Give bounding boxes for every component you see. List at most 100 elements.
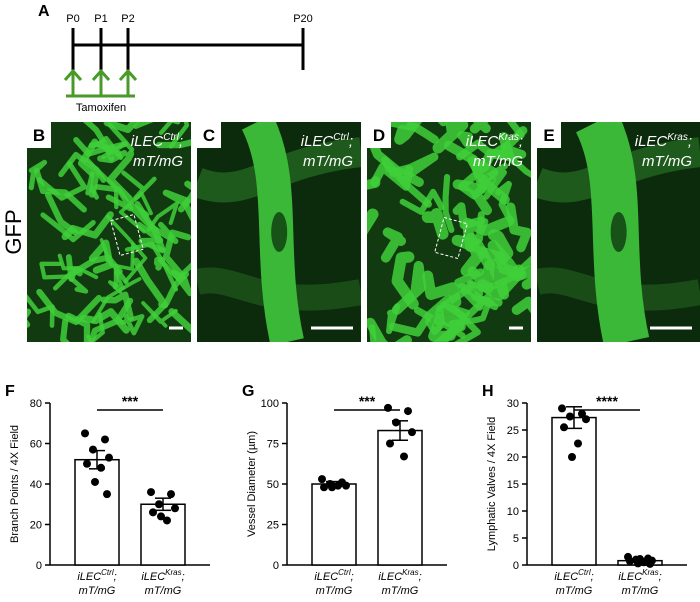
x-tick-label-line2: mT/mG [316,585,353,597]
vessel [95,135,124,161]
category-name: iLEC [554,571,578,583]
bar [551,416,597,566]
vessel [57,253,99,280]
vessel [448,301,491,327]
genotype-sup: Ctrl [163,132,179,143]
data-point [574,439,582,448]
data-point [400,452,408,461]
treatment-arrowhead [118,68,138,81]
vessel [146,201,180,232]
vessel [394,122,423,145]
bar [377,429,423,566]
bar [74,458,120,566]
category-tail: ; [419,571,422,583]
vessel [388,294,453,337]
vessel [28,159,48,191]
category-sup: Ctrl [101,568,114,577]
vessel [433,320,465,342]
data-point [318,475,326,484]
category-name: iLEC [314,571,338,583]
y-tick-label: 20 [507,452,519,464]
micrograph [27,122,191,342]
data-point [83,459,91,468]
timeline-label: P20 [293,13,313,25]
vessel [498,126,528,159]
x-tick-label: iLECKras; [378,568,421,583]
treatment-label: Tamoxifen [76,102,126,114]
y-tick-label: 15 [507,479,519,491]
vessel [134,201,179,245]
x-tick-label-line2: mT/mG [145,585,182,597]
data-point [328,483,336,492]
y-tick-label: 40 [30,479,42,491]
panel-label: G [242,383,254,400]
y-tick-label: 100 [261,398,279,410]
vessel [99,238,135,271]
data-point [157,512,165,521]
vessel [158,122,190,149]
data-point [334,481,342,490]
y-axis-label: Lymphatic Valves / 4X Field [486,417,498,552]
panel-label-box [537,122,561,148]
vessel [39,261,69,280]
vessel [162,189,191,222]
category-sup: Ctrl [578,568,591,577]
vessel [112,266,129,290]
inset-box [110,213,144,257]
vessel [103,122,140,134]
y-tick-label: 75 [267,439,279,451]
vessel [44,191,79,236]
y-tick-label: 20 [30,520,42,532]
data-point [89,445,97,454]
treatment-arrowhead [91,68,111,81]
x-tick-label-line2: mT/mG [622,585,659,597]
vessel [437,122,448,127]
vessel [380,227,406,263]
data-point [167,490,175,499]
data-point [97,463,105,472]
genotype-line2: mT/mG [642,153,692,170]
vessel [91,277,142,324]
vessel [421,208,449,240]
genotype-name: iLEC [466,133,499,150]
vessel [27,308,32,328]
panel-label: B [33,126,45,145]
vessel [52,273,89,294]
significance-label: *** [122,393,139,409]
vessel [100,291,134,322]
y-tick-label: 10 [507,506,519,518]
data-point [101,435,109,444]
data-point [171,504,179,513]
vessel [509,156,531,178]
category-tail: ; [182,571,185,583]
bar [311,483,357,566]
genotype-label: iLECKras; [635,132,692,150]
data-point [408,428,416,437]
micrograph [197,122,361,342]
data-point [646,559,654,568]
vessel [367,176,381,190]
vessel [487,229,514,269]
data-point [404,407,412,416]
data-point [636,555,644,564]
category-name: iLEC [618,571,642,583]
vessel [40,212,96,243]
y-tick-label: 5 [513,533,519,545]
y-axis-label: Vessel Diameter (µm) [246,431,258,537]
genotype-tail: ; [688,133,692,150]
data-point [91,477,99,486]
data-point [342,481,350,490]
vessel [33,167,87,213]
category-tail: ; [114,571,117,583]
vessel [506,122,525,139]
inset-box [434,216,468,260]
data-point [163,516,171,525]
data-point [560,423,568,432]
y-tick-label: 0 [273,560,279,572]
category-sup: Kras [402,568,418,577]
data-point [103,490,111,499]
vessel [477,264,525,301]
vessel [432,122,469,154]
panel-label: E [543,126,554,145]
data-point [155,500,163,509]
